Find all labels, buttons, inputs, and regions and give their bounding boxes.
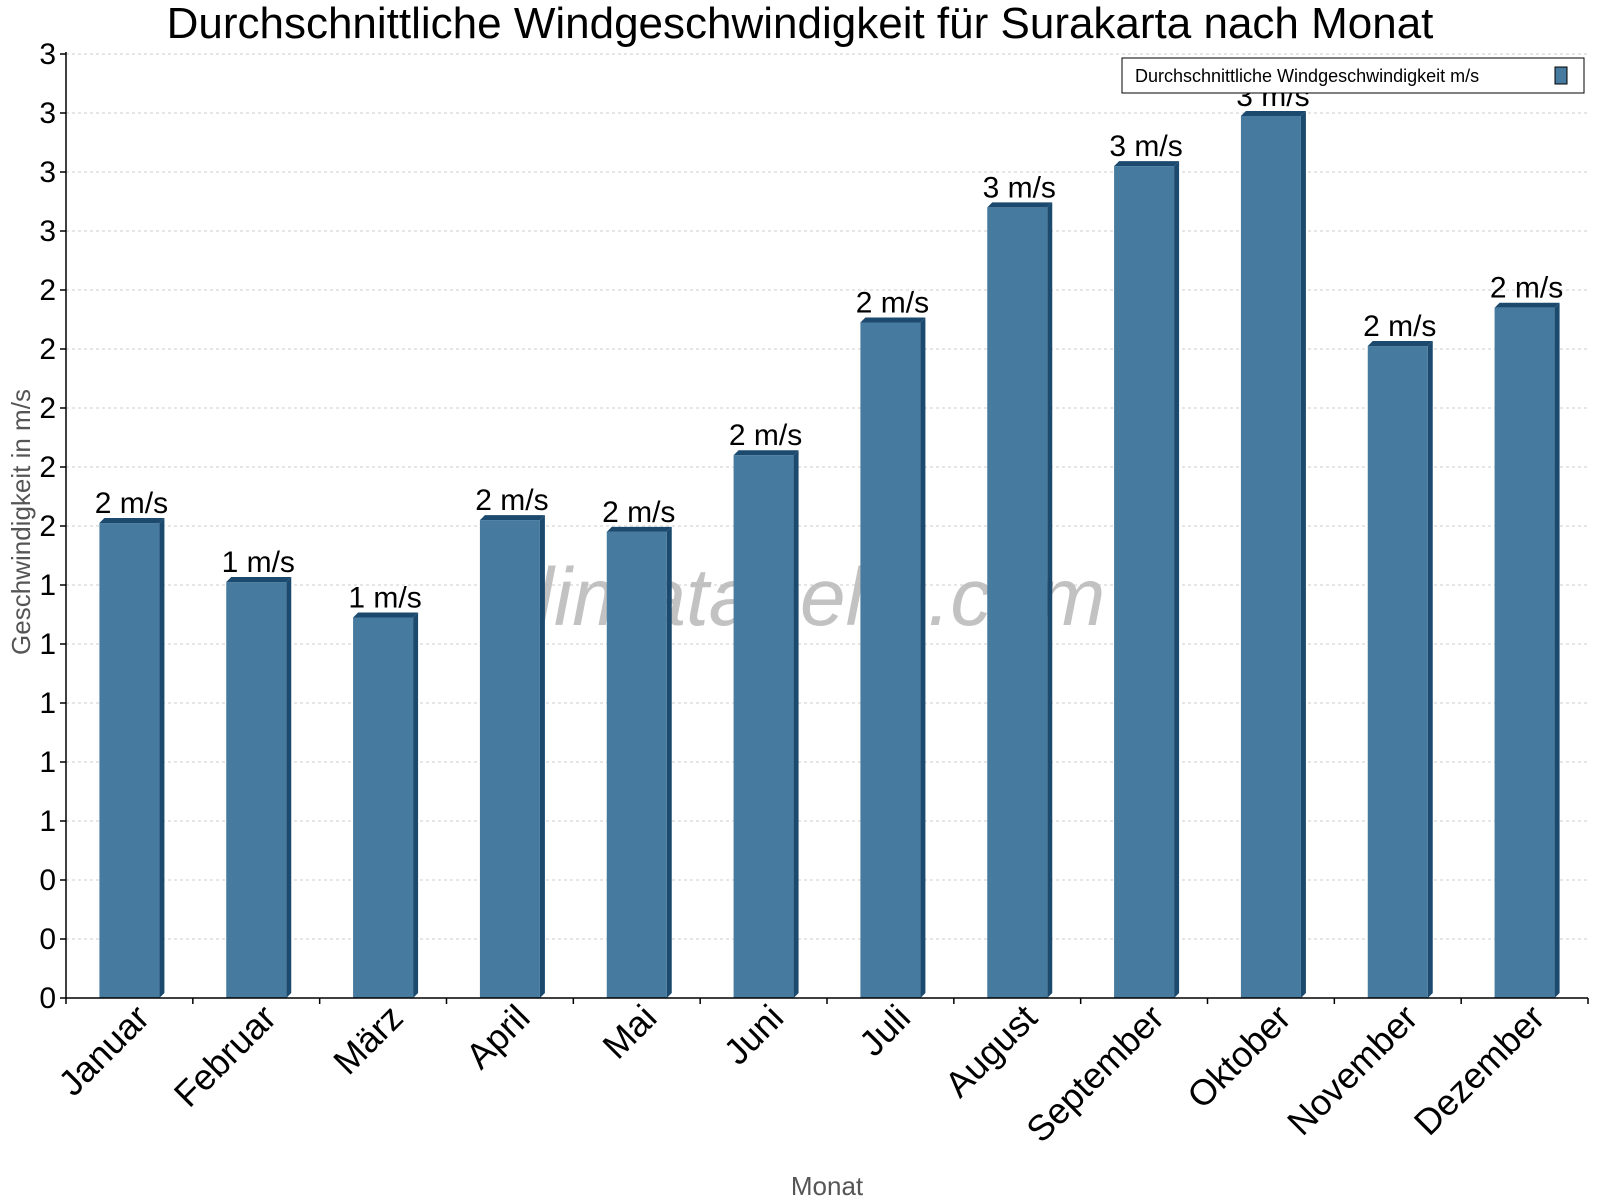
y-tick-label: 1 (39, 687, 56, 720)
y-tick-label: 3 (39, 215, 56, 248)
bar-side (1047, 202, 1053, 998)
y-tick-label: 2 (39, 274, 56, 307)
bar-top (606, 526, 672, 532)
y-tick-label: 3 (39, 38, 56, 71)
bar (99, 523, 160, 998)
bar (987, 207, 1048, 998)
legend: Durchschnittliche Windgeschwindigkeit m/… (1121, 57, 1585, 94)
y-tick-label: 2 (39, 510, 56, 543)
bar-side (793, 450, 799, 998)
x-tick-label: Februar (166, 997, 284, 1115)
bar-side (1427, 341, 1433, 998)
bar-value-label: 2 m/s (95, 487, 168, 520)
y-tick-label: 0 (39, 923, 56, 956)
bar-value-label: 3 m/s (1109, 130, 1182, 163)
chart-title: Durchschnittliche Windgeschwindigkeit fü… (167, 0, 1434, 48)
y-tick-label: 0 (39, 864, 56, 897)
bar (1367, 346, 1428, 998)
bar (1494, 307, 1555, 998)
bar (226, 582, 287, 998)
y-tick-label: 3 (39, 97, 56, 130)
x-tick-label: Oktober (1179, 997, 1299, 1117)
bar-value-label: 2 m/s (1490, 272, 1563, 305)
grid-lines (66, 53, 1588, 940)
bar-top (860, 317, 926, 323)
bar-top (353, 612, 419, 618)
bar (606, 531, 667, 998)
y-tick-label: 3 (39, 156, 56, 189)
y-tick-label: 1 (39, 746, 56, 779)
bar-value-label: 1 m/s (222, 546, 295, 579)
y-tick-label: 1 (39, 569, 56, 602)
bar-value-label: 2 m/s (729, 419, 802, 452)
bar-value-label: 1 m/s (348, 581, 421, 614)
y-tick-label: 1 (39, 628, 56, 661)
x-tick-label: November (1279, 997, 1425, 1143)
bar-top (479, 515, 545, 521)
bar-side (286, 577, 292, 998)
bar-top (987, 202, 1053, 208)
y-tick-label: 1 (39, 805, 56, 838)
y-tick-label: 2 (39, 333, 56, 366)
bar-side (666, 526, 672, 998)
bar-top (733, 450, 799, 456)
bar-top (1367, 341, 1433, 347)
x-tick-label: August (937, 997, 1045, 1105)
bar-side (539, 515, 545, 998)
x-tick-label: Juli (851, 997, 918, 1064)
bar-value-label: 2 m/s (856, 286, 929, 319)
bar-value-label: 2 m/s (1363, 310, 1436, 343)
x-tick-label: März (325, 997, 411, 1083)
x-tick-label: April (458, 997, 538, 1077)
bar-value-label: 3 m/s (983, 171, 1056, 204)
bar (353, 617, 414, 998)
y-tick-label: 2 (39, 451, 56, 484)
bar (1114, 166, 1175, 999)
x-tick-label: Juni (716, 997, 792, 1073)
x-tick-label: Mai (594, 997, 664, 1067)
bars: 2 m/s 1 m/s 1 m/s 2 m/s 2 m/s 2 m/s 2 m/s 3 m/s… (95, 80, 1563, 999)
bar-side (1554, 302, 1560, 998)
bar-top (1114, 161, 1180, 167)
bar-side (1300, 110, 1306, 998)
bar-top (1240, 110, 1306, 116)
bar-top (99, 518, 165, 524)
bar-side (1174, 161, 1180, 999)
bar-side (920, 317, 926, 998)
bar (479, 520, 540, 998)
bar (860, 322, 921, 998)
bar-value-label: 2 m/s (602, 496, 675, 529)
bar-value-label: 2 m/s (475, 484, 548, 517)
bar-side (159, 518, 165, 998)
y-tick-labels: 0 0 0 1 1 1 1 1 2 2 2 2 2 3 3 3 3 (39, 38, 66, 1015)
x-tick-label: Dezember (1406, 997, 1552, 1143)
y-axis-title: Geschwindigkeit in m/s (6, 389, 36, 655)
axes (65, 52, 1588, 999)
y-tick-label: 2 (39, 392, 56, 425)
legend-swatch (1554, 66, 1568, 85)
y-tick-label: 0 (39, 982, 56, 1015)
bar (733, 455, 794, 998)
legend-box (1121, 57, 1585, 94)
bar-top (226, 577, 292, 583)
bar-side (413, 612, 419, 998)
x-tick-labels: Januar Februar März April Mai Juni Juli AugustS… (50, 997, 1589, 1151)
x-tick-label: Januar (50, 997, 157, 1104)
bar-top (1494, 302, 1560, 308)
bar (1240, 115, 1301, 998)
legend-label: Durchschnittliche Windgeschwindigkeit m/… (1135, 66, 1479, 86)
x-axis-title: Monat (791, 1171, 864, 1200)
x-tick-label: September (1018, 997, 1172, 1151)
